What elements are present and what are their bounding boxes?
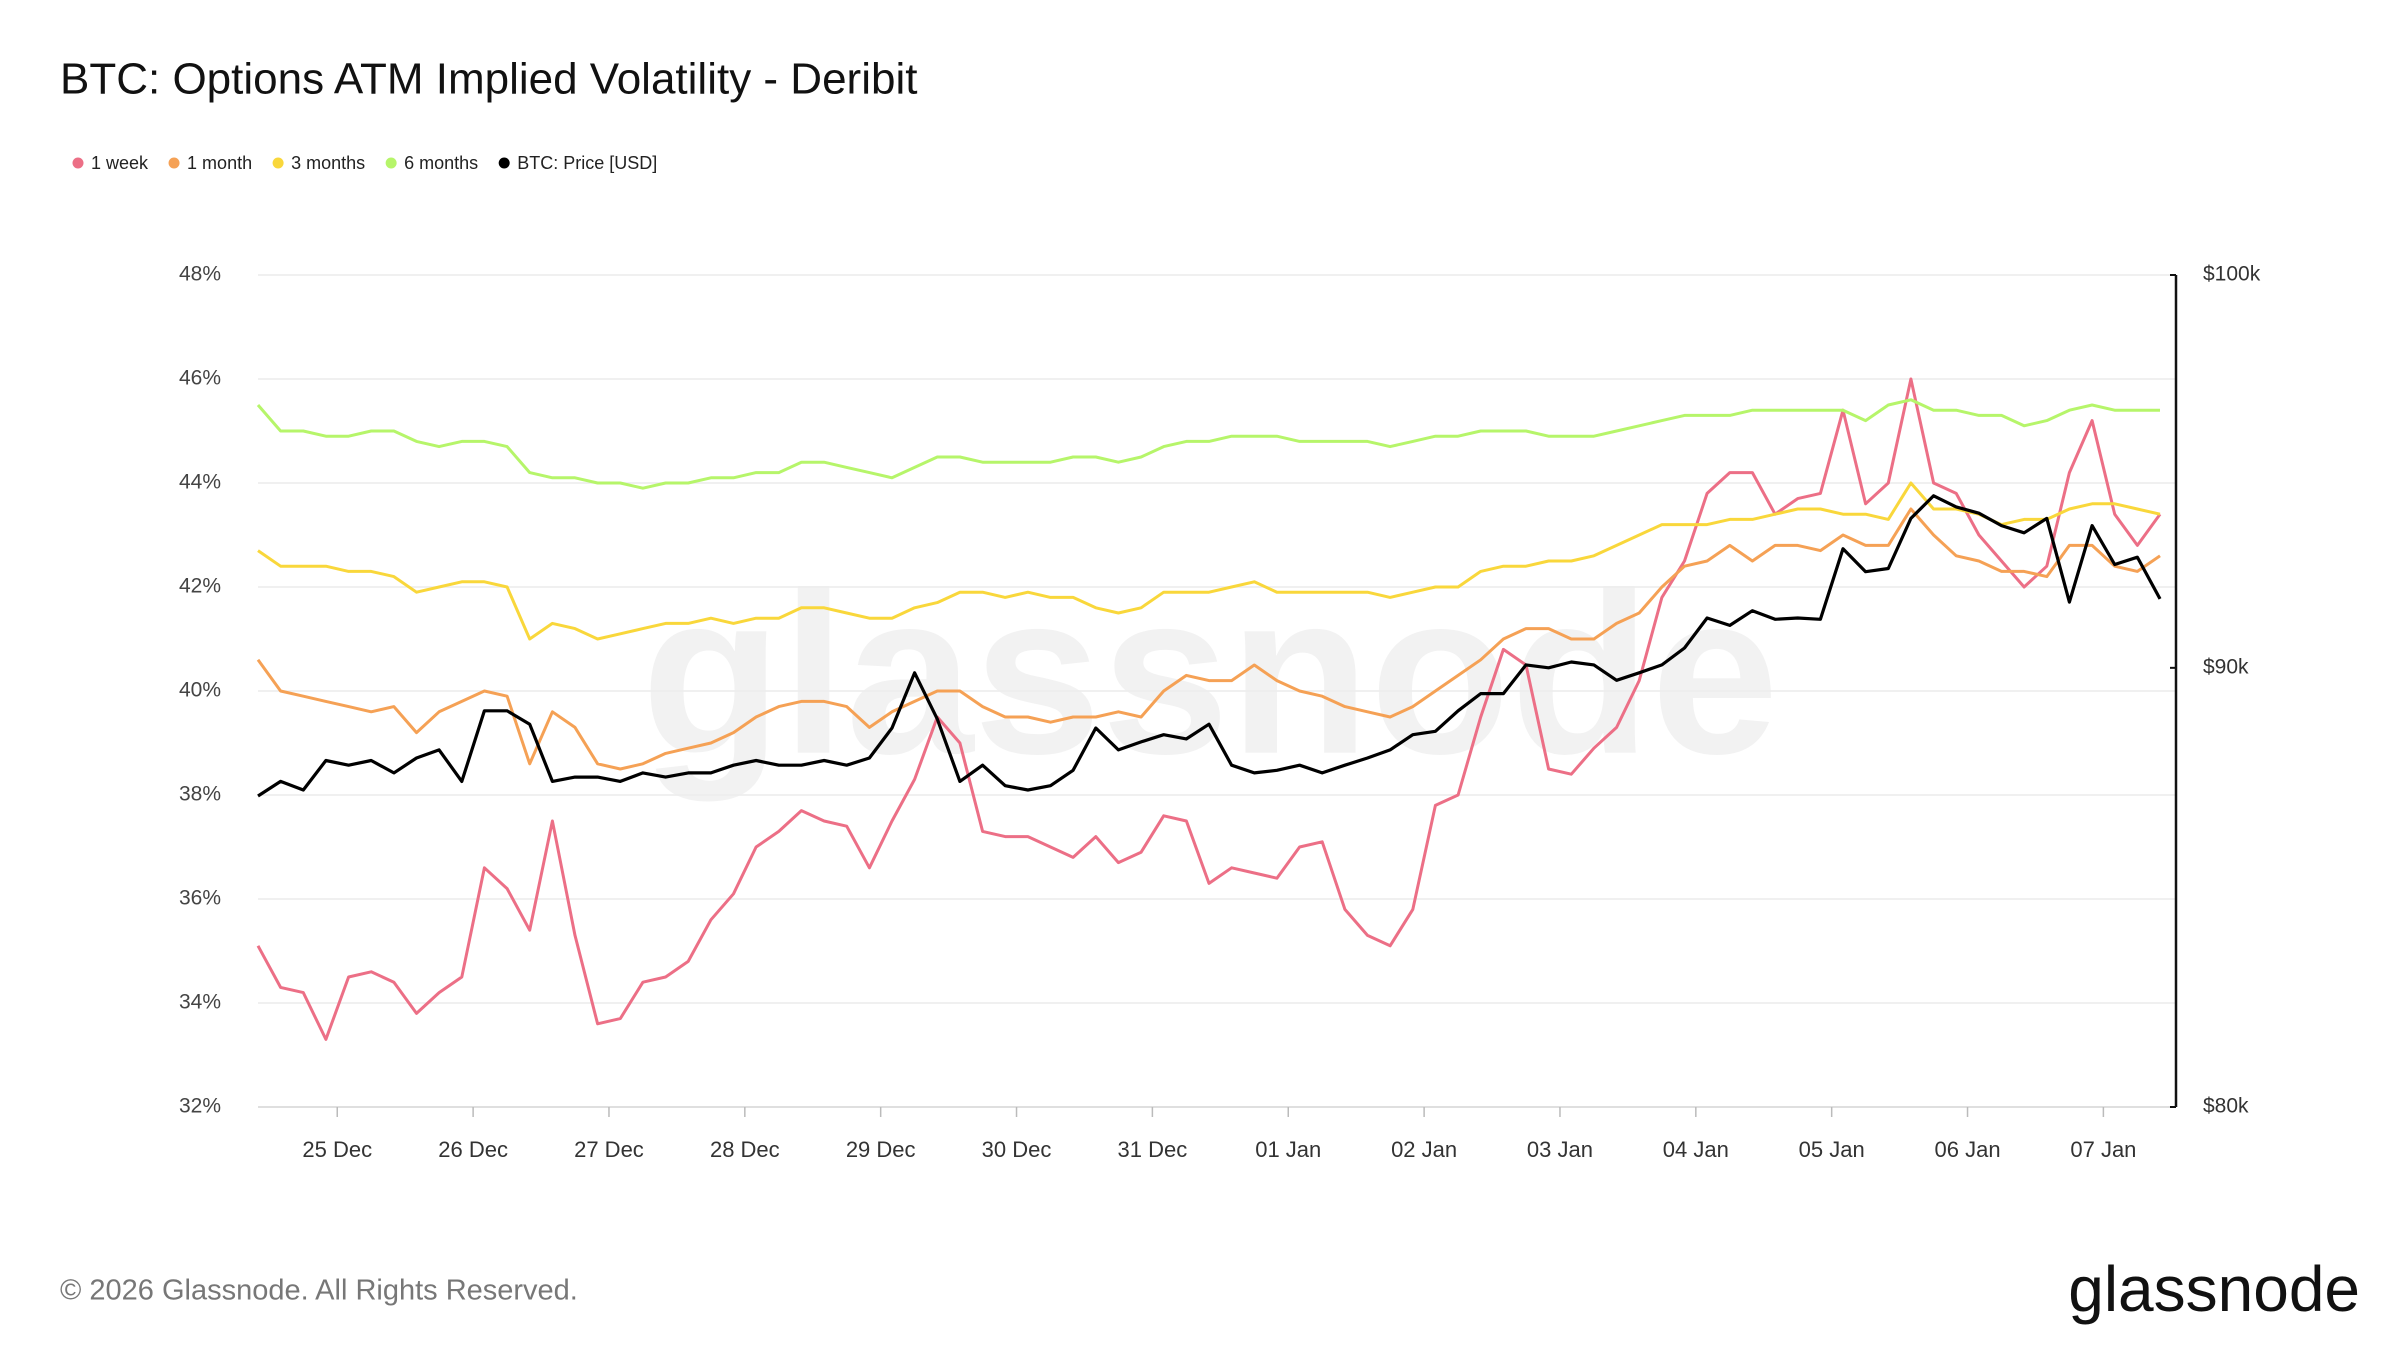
legend-dot — [168, 157, 180, 169]
x-tick-label: 25 Dec — [302, 1137, 372, 1162]
y-tick-label: 32% — [179, 1095, 221, 1118]
x-tick-label: 07 Jan — [2070, 1137, 2136, 1162]
y-tick-label: 48% — [179, 263, 221, 286]
legend-dot — [72, 157, 84, 169]
x-tick-label: 27 Dec — [574, 1137, 644, 1162]
y2-tick-label: $90k — [2203, 655, 2249, 678]
x-tick-label: 02 Jan — [1391, 1137, 1457, 1162]
x-tick-label: 30 Dec — [982, 1137, 1052, 1162]
layer — [258, 274, 2176, 1108]
y-tick-label: 38% — [179, 783, 221, 806]
legend-label: BTC: Price [USD] — [517, 153, 657, 173]
legend-label: 6 months — [404, 153, 478, 173]
series-line — [256, 507, 2161, 771]
legend-dot — [385, 157, 397, 169]
x-tick-label: 03 Jan — [1527, 1137, 1593, 1162]
chart-title: BTC: Options ATM Implied Volatility - De… — [60, 55, 917, 104]
x-tick-label: 01 Jan — [1255, 1137, 1321, 1162]
y-tick-label: 40% — [179, 679, 221, 702]
footer: © 2026 Glassnode. All Rights Reserved. — [60, 1275, 578, 1307]
y-tick-label: 34% — [179, 991, 221, 1014]
x-tick-label: 29 Dec — [846, 1137, 916, 1162]
x-tick-label: 28 Dec — [710, 1137, 780, 1162]
logo: glassnode — [2068, 1253, 2360, 1325]
legend-label: 1 week — [91, 153, 149, 173]
x-tick-label: 31 Dec — [1118, 1137, 1188, 1162]
y2-tick-label: $100k — [2203, 263, 2261, 286]
x-tick-label: 26 Dec — [438, 1137, 508, 1162]
x-tick-label: 05 Jan — [1799, 1137, 1865, 1162]
layer: 1 week 1 month 3 months 6 months BTC: Price … — [72, 153, 657, 173]
series-line — [257, 481, 2161, 641]
legend-dot — [272, 157, 284, 169]
y-tick-label: 44% — [179, 471, 221, 494]
y2-tick-label: $80k — [2203, 1095, 2249, 1118]
legend-dot — [498, 157, 510, 169]
y-tick-label: 46% — [179, 367, 221, 390]
layer — [256, 377, 2162, 1041]
y-tick-label: 42% — [179, 575, 221, 598]
x-tick-label: 06 Jan — [1935, 1137, 2001, 1162]
legend-label: 1 month — [187, 153, 252, 173]
x-tick-label: 04 Jan — [1663, 1137, 1729, 1162]
series-line — [257, 494, 2162, 798]
series-line — [256, 398, 2160, 490]
legend-label: 3 months — [291, 153, 365, 173]
layer: 32% 34% 36% 38% 40% 42% 44% 46% 48% 25 Dec 26 Dec 2… — [179, 263, 2261, 1162]
y-tick-label: 36% — [179, 887, 221, 910]
